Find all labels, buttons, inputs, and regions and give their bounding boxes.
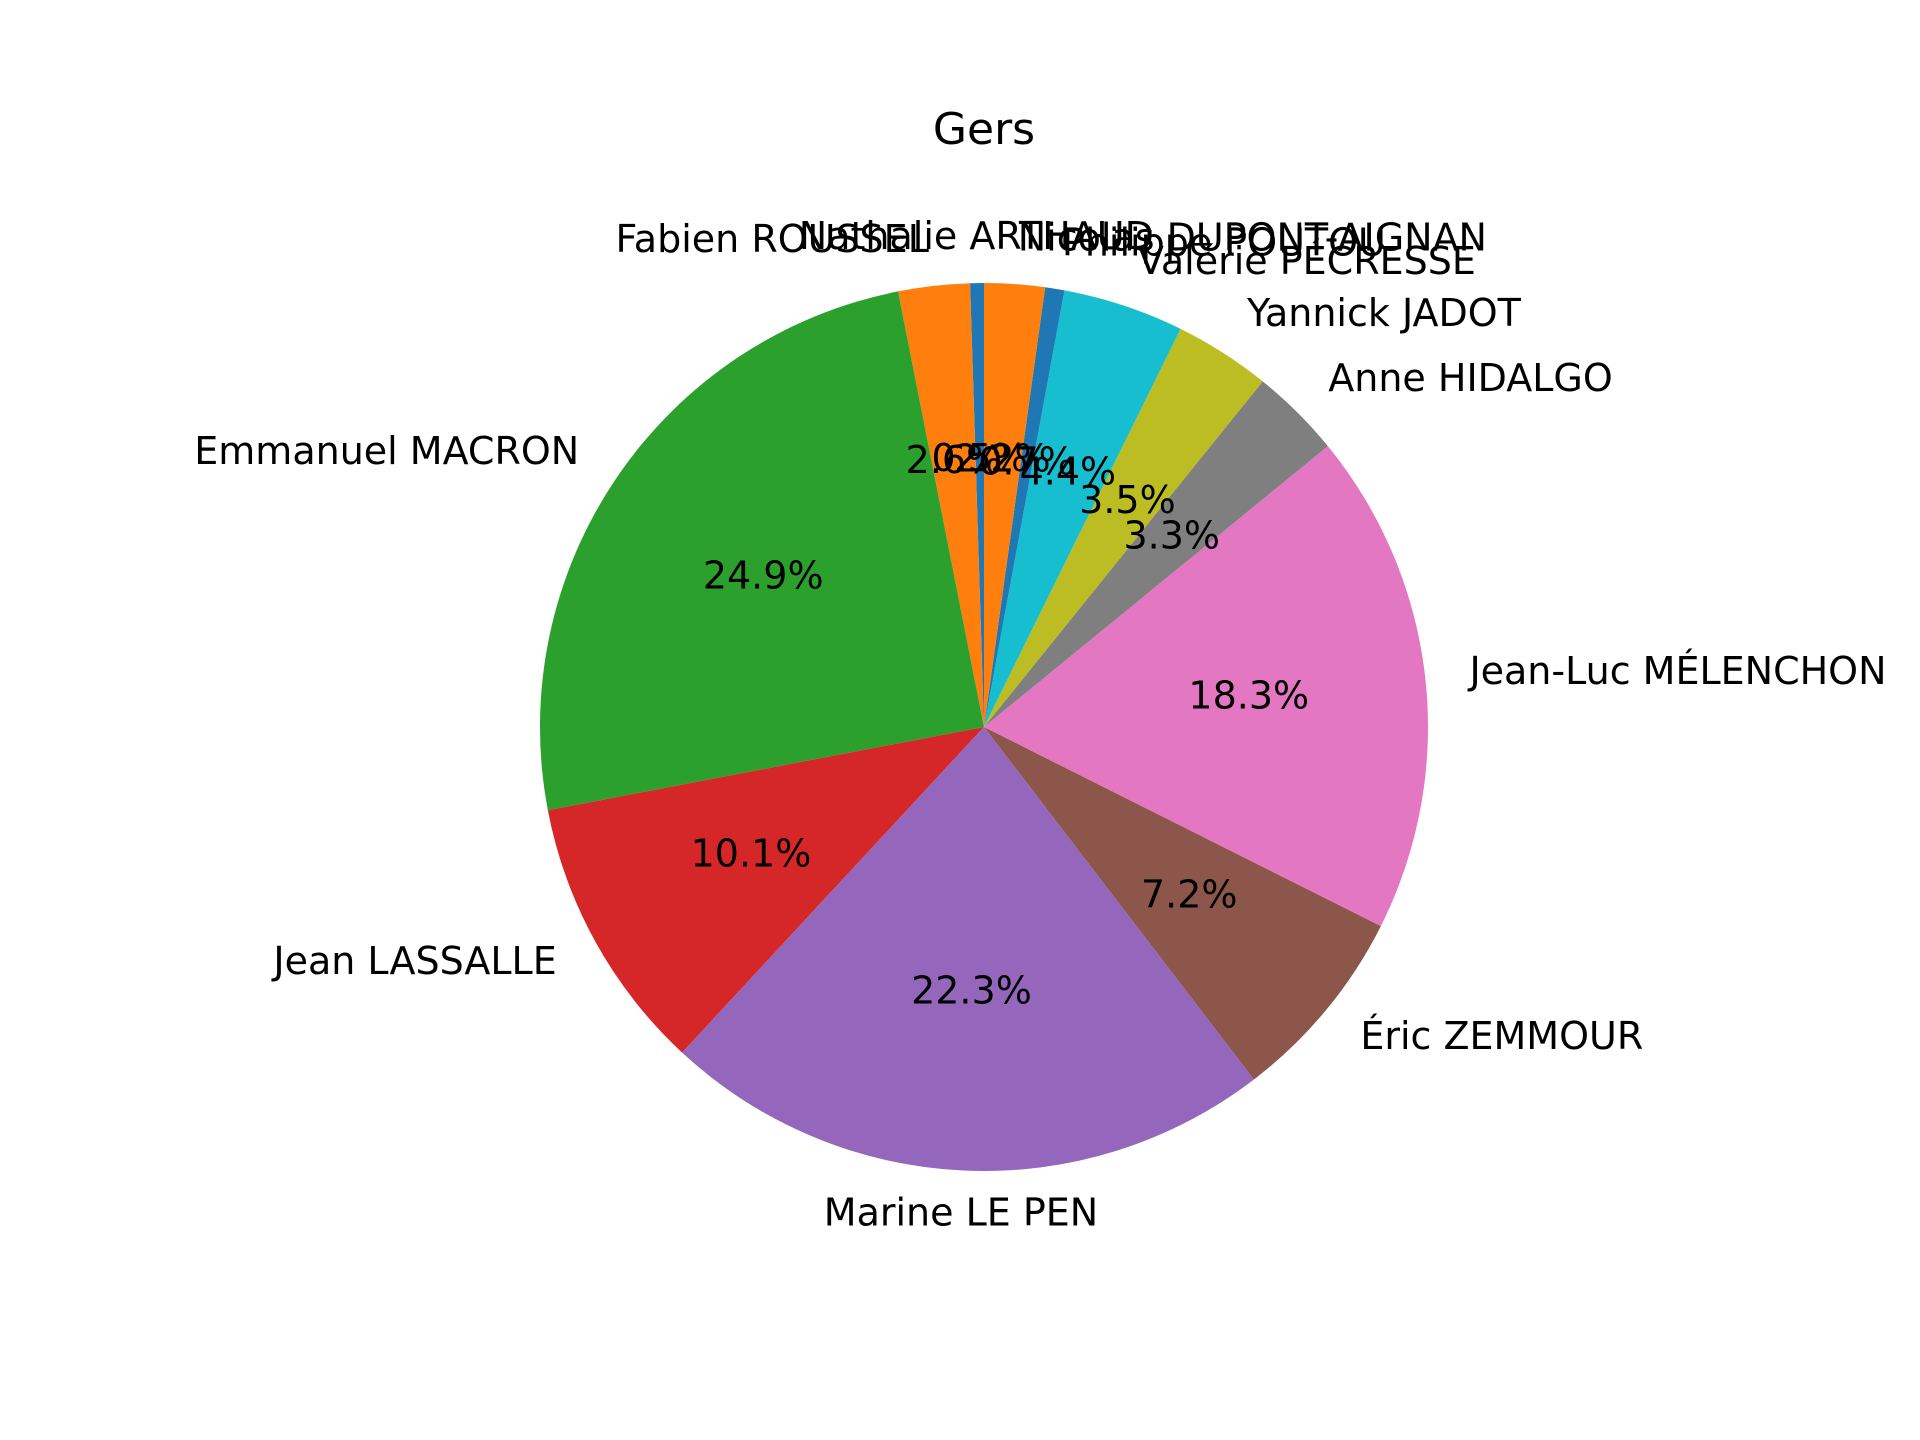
pie-slice-5 [984,727,1381,1080]
slice-label-0: Nathalie ARTHAUD [799,214,1154,258]
pie-slice-7 [984,381,1328,727]
pie-slice-8 [984,328,1263,727]
slice-label-4: Marine LE PEN [824,1190,1098,1234]
pie-slice-3 [547,727,984,1053]
pct-label-9: 4.4% [1020,450,1117,494]
pct-label-5: 7.2% [1141,872,1238,916]
pie-slice-10 [984,287,1065,727]
pct-label-10: 0.7% [978,440,1075,484]
pie-slice-9 [984,290,1181,727]
pct-label-4: 22.3% [911,969,1032,1013]
pct-label-1: 2.6% [906,438,1003,482]
slice-label-10: Philippe POUTOU [1062,220,1386,264]
pie-slice-4 [682,727,1254,1172]
slice-label-1: Fabien ROUSSEL [615,217,928,261]
slice-label-11: Nicolas DUPONT-AIGNAN [1018,215,1487,259]
chart-title: Gers [933,104,1035,155]
pie-slice-1 [898,283,984,727]
slice-label-8: Yannick JADOT [1246,291,1522,335]
slice-label-7: Anne HIDALGO [1328,356,1613,400]
pie-slice-2 [540,291,984,811]
pct-label-6: 18.3% [1188,673,1309,717]
pie-slice-6 [984,446,1429,927]
pie-slice-0 [970,283,984,727]
pie-slices [540,283,1429,1172]
slice-label-9: Valérie PÉCRESSE [1138,239,1476,283]
pct-label-11: 2.2% [954,437,1051,481]
pct-label-3: 10.1% [691,832,812,876]
pct-label-0: 0.5% [932,436,1029,480]
pct-label-7: 3.3% [1124,514,1221,558]
slice-label-3: Jean LASSALLE [271,939,556,983]
slice-label-5: Éric ZEMMOUR [1360,1014,1643,1058]
slice-label-2: Emmanuel MACRON [194,429,579,473]
pct-label-8: 3.5% [1079,478,1176,522]
slice-label-6: Jean-Luc MÉLENCHON [1467,649,1886,693]
pct-label-2: 24.9% [703,553,824,597]
pie-slice-11 [984,283,1046,727]
percentage-labels: 0.5%2.6% 24.9% 10.1% 22.3% 7.2% 18.3% 3.3%3.5%… [691,436,1310,1012]
